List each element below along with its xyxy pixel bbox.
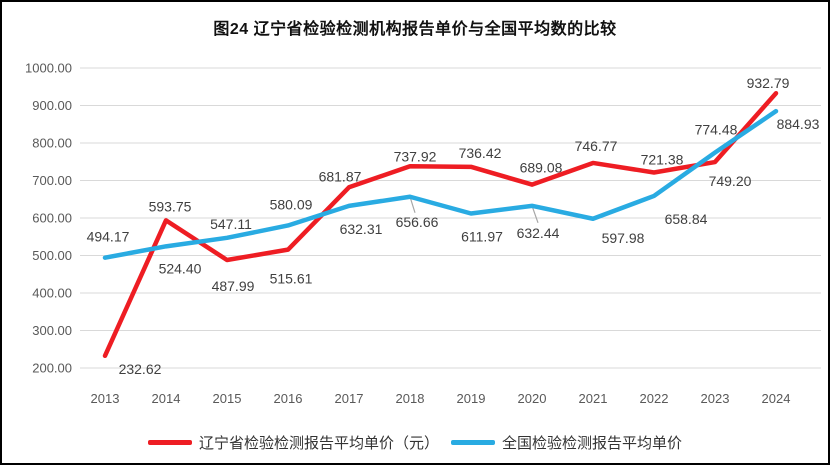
x-axis-tick: 2021	[579, 391, 608, 406]
data-label-liaoning-2022: 721.38	[641, 151, 684, 167]
y-axis-tick: 400.00	[32, 286, 72, 301]
data-label-liaoning-2013: 232.62	[119, 361, 162, 377]
y-axis-tick: 300.00	[32, 323, 72, 338]
x-axis-tick: 2017	[335, 391, 364, 406]
data-label-liaoning-2018: 737.92	[394, 148, 437, 164]
data-label-national-2015: 547.11	[210, 216, 252, 232]
data-label-liaoning-2017: 681.87	[319, 168, 362, 184]
data-label-national-2013: 494.17	[87, 229, 130, 245]
data-label-national-2022: 658.84	[665, 211, 708, 227]
chart-title: 图24 辽宁省检验检测机构报告单价与全国平均数的比较	[213, 21, 617, 38]
data-label-national-2024: 884.93	[777, 116, 820, 132]
liaoning-line-swatch	[147, 440, 192, 445]
data-label-national-2023: 774.48	[695, 122, 738, 138]
data-label-liaoning-2016: 515.61	[270, 271, 313, 287]
y-axis-tick: 900.00	[32, 98, 72, 113]
x-axis-tick: 2014	[152, 391, 181, 406]
y-axis-tick: 700.00	[32, 173, 72, 188]
data-label-national-2016: 580.09	[270, 196, 313, 212]
data-label-national-2014: 524.40	[159, 260, 202, 276]
y-axis-tick: 1000.00	[25, 61, 72, 76]
x-axis-tick: 2016	[274, 391, 303, 406]
data-label-liaoning-2021: 746.77	[575, 138, 618, 154]
x-axis-tick: 2013	[91, 391, 120, 406]
data-label-national-2021: 597.98	[602, 230, 645, 246]
series-line-liaoning	[102, 90, 779, 359]
x-axis-tick: 2022	[640, 391, 669, 406]
data-label-national-2017: 632.31	[340, 221, 383, 237]
data-label-liaoning-2020: 689.08	[520, 160, 563, 176]
series-line-national	[102, 108, 779, 260]
data-label-national-2018: 656.66	[396, 214, 439, 230]
x-axis-tick: 2023	[701, 391, 730, 406]
legend-item-liaoning: 辽宁省检验检测报告平均单价（元）	[147, 432, 439, 453]
x-axis-tick: 2019	[457, 391, 486, 406]
y-axis-tick: 500.00	[32, 248, 72, 263]
x-axis-tick: 2015	[213, 391, 242, 406]
data-label-liaoning-2014: 593.75	[149, 198, 192, 214]
y-axis-tick: 200.00	[32, 361, 72, 376]
national-line-swatch	[451, 440, 495, 445]
data-label-national-2020: 632.44	[517, 225, 560, 241]
x-axis-tick: 2020	[518, 391, 547, 406]
data-label-liaoning-2015: 487.99	[212, 278, 255, 294]
y-axis-tick: 600.00	[32, 211, 72, 226]
data-label-liaoning-2023: 749.20	[709, 173, 752, 189]
data-label-liaoning-2024: 932.79	[747, 75, 790, 91]
data-label-national-2019: 611.97	[461, 229, 503, 245]
data-label-liaoning-2019: 736.42	[459, 145, 502, 161]
y-axis-tick: 800.00	[32, 136, 72, 151]
legend: 辽宁省检验检测报告平均单价（元） 全国检验检测报告平均单价	[2, 432, 828, 453]
legend-item-national: 全国检验检测报告平均单价	[451, 432, 682, 453]
label-leader-line	[531, 205, 539, 224]
legend-label-national: 全国检验检测报告平均单价	[502, 435, 683, 452]
x-axis-tick: 2024	[762, 391, 791, 406]
x-axis-tick: 2018	[396, 391, 425, 406]
legend-label-liaoning: 辽宁省检验检测报告平均单价（元）	[198, 435, 439, 452]
label-leader-line	[409, 196, 416, 213]
